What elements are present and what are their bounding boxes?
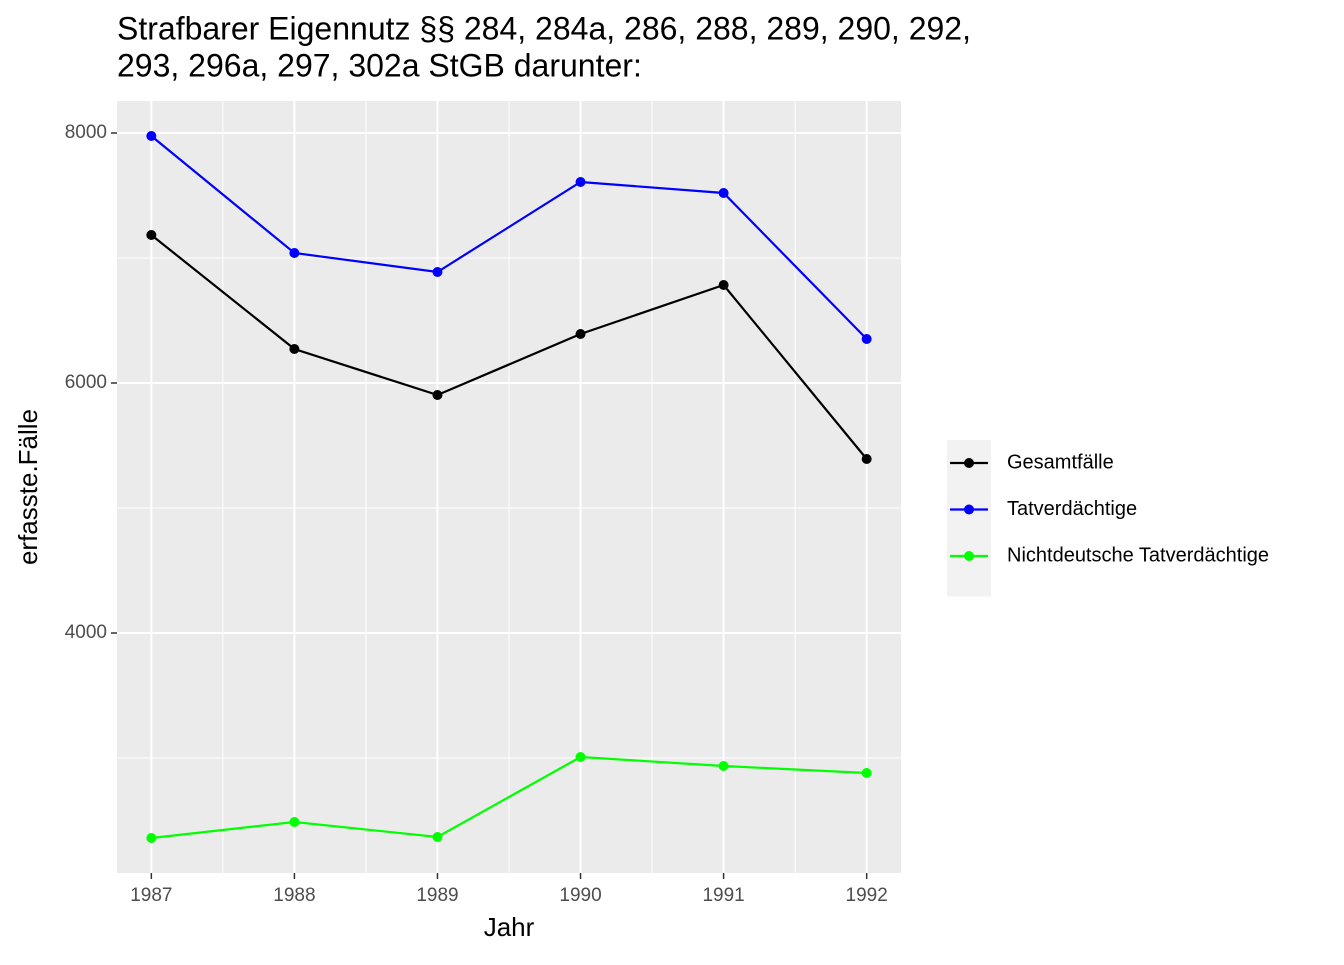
x-tick-label: 1988 [273, 885, 315, 906]
x-tick-label: 1989 [416, 885, 458, 906]
data-point [432, 390, 443, 400]
data-point [575, 329, 586, 339]
data-point [718, 761, 729, 771]
legend-key [964, 551, 974, 561]
data-point [432, 267, 443, 277]
x-tick-label: 1990 [559, 885, 601, 906]
data-point [718, 280, 729, 290]
series-line [151, 755, 867, 840]
legend-label: Nichtdeutsche Tatverdächtige [1007, 544, 1269, 566]
chart-title: 293, 296a, 297, 302a StGB darunter: [117, 47, 642, 83]
legend-label: Gesamtfälle [1007, 451, 1114, 473]
legend-key [964, 458, 974, 468]
data-point [575, 177, 586, 187]
data-point [575, 752, 586, 762]
data-point [718, 188, 729, 198]
y-axis-label: erfasste.Fälle [13, 409, 43, 565]
data-point [289, 344, 300, 354]
data-point [432, 832, 443, 842]
x-tick-label: 1991 [702, 885, 744, 906]
data-point [861, 454, 872, 464]
series-line [150, 234, 868, 460]
data-point [146, 230, 157, 240]
series-line [150, 135, 868, 340]
legend-key [964, 504, 974, 515]
x-tick-label: 1992 [846, 885, 888, 906]
x-axis-label: Jahr [484, 912, 535, 942]
data-point [146, 833, 157, 843]
data-point [861, 334, 872, 344]
data-point [146, 131, 157, 141]
data-point [289, 248, 300, 258]
data-point [861, 768, 872, 778]
x-tick-label: 1987 [130, 885, 172, 906]
y-tick-label: 6000 [65, 372, 107, 393]
data-point [289, 817, 300, 827]
chart-title: Strafbarer Eigennutz §§ 284, 284a, 286, … [117, 10, 971, 46]
y-tick-label: 8000 [65, 122, 107, 143]
y-tick-label: 4000 [65, 622, 107, 643]
legend-label: Tatverdächtige [1007, 498, 1137, 520]
